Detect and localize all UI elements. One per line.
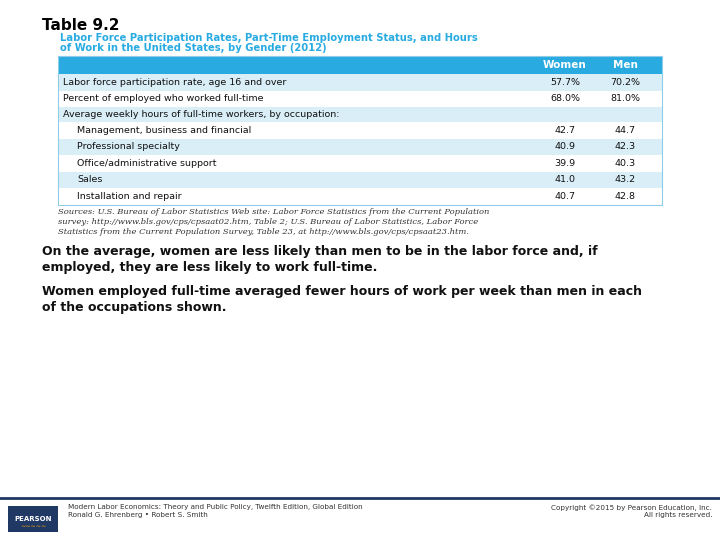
Text: 40.3: 40.3 [614,159,636,168]
Text: On the average, women are less likely than men to be in the labor force and, if: On the average, women are less likely th… [42,245,598,258]
Bar [58,155,662,172]
Bar [58,188,662,205]
Bar [58,56,662,74]
Text: 42.8: 42.8 [614,192,636,201]
Text: 41.0: 41.0 [554,176,575,184]
Text: All rights reserved.: All rights reserved. [644,512,712,518]
Text: 44.7: 44.7 [614,126,636,135]
Text: Modern Labor Economics: Theory and Public Policy, Twelfth Edition, Global Editio: Modern Labor Economics: Theory and Publi… [68,504,363,510]
Text: Ronald G. Ehrenberg • Robert S. Smith: Ronald G. Ehrenberg • Robert S. Smith [68,512,208,518]
Bar [58,74,662,91]
Text: survey: http://www.bls.gov/cps/cpsaat02.htm, Table 2; U.S. Bureau of Labor Stati: survey: http://www.bls.gov/cps/cpsaat02.… [58,218,478,226]
Text: 68.0%: 68.0% [550,94,580,103]
Text: ∼∼∼∼∼: ∼∼∼∼∼ [20,524,46,529]
Text: Management, business and financial: Management, business and financial [77,126,251,135]
Bar [58,172,662,188]
Text: Labor force participation rate, age 16 and over: Labor force participation rate, age 16 a… [63,78,287,87]
Text: Percent of employed who worked full-time: Percent of employed who worked full-time [63,94,264,103]
Text: employed, they are less likely to work full-time.: employed, they are less likely to work f… [42,261,377,274]
Text: Installation and repair: Installation and repair [77,192,181,201]
Text: 42.7: 42.7 [554,126,575,135]
Text: 40.7: 40.7 [554,192,575,201]
Text: Men: Men [613,60,637,70]
Bar [58,91,662,107]
Text: Office/administrative support: Office/administrative support [77,159,217,168]
Text: Table 9.2: Table 9.2 [42,18,120,33]
Text: Sales: Sales [77,176,102,184]
Text: Sources: U.S. Bureau of Labor Statistics Web site: Labor Force Statistics from t: Sources: U.S. Bureau of Labor Statistics… [58,208,490,217]
Text: Copyright ©2015 by Pearson Education, Inc.: Copyright ©2015 by Pearson Education, In… [551,504,712,511]
Text: Labor Force Participation Rates, Part-Time Employment Status, and Hours: Labor Force Participation Rates, Part-Ti… [60,33,478,43]
Text: Statistics from the Current Population Survey, Table 23, at http://www.bls.gov/c: Statistics from the Current Population S… [58,227,469,235]
Bar [8,506,58,532]
Text: Average weekly hours of full-time workers, by occupation:: Average weekly hours of full-time worker… [63,110,340,119]
Bar [58,107,662,122]
Text: 42.3: 42.3 [614,142,636,151]
Text: 81.0%: 81.0% [610,94,640,103]
Text: 70.2%: 70.2% [610,78,640,87]
Bar [58,122,662,138]
Text: Women employed full-time averaged fewer hours of work per week than men in each: Women employed full-time averaged fewer … [42,285,642,298]
Text: Women: Women [543,60,587,70]
Text: 39.9: 39.9 [554,159,575,168]
Text: Professional specialty: Professional specialty [77,142,180,151]
Text: 40.9: 40.9 [554,142,575,151]
Text: of the occupations shown.: of the occupations shown. [42,301,227,314]
Bar [58,138,662,155]
Bar [58,56,662,205]
Text: of Work in the United States, by Gender (2012): of Work in the United States, by Gender … [60,43,327,53]
Text: PEARSON: PEARSON [14,516,52,522]
Text: 43.2: 43.2 [614,176,636,184]
Text: 57.7%: 57.7% [550,78,580,87]
